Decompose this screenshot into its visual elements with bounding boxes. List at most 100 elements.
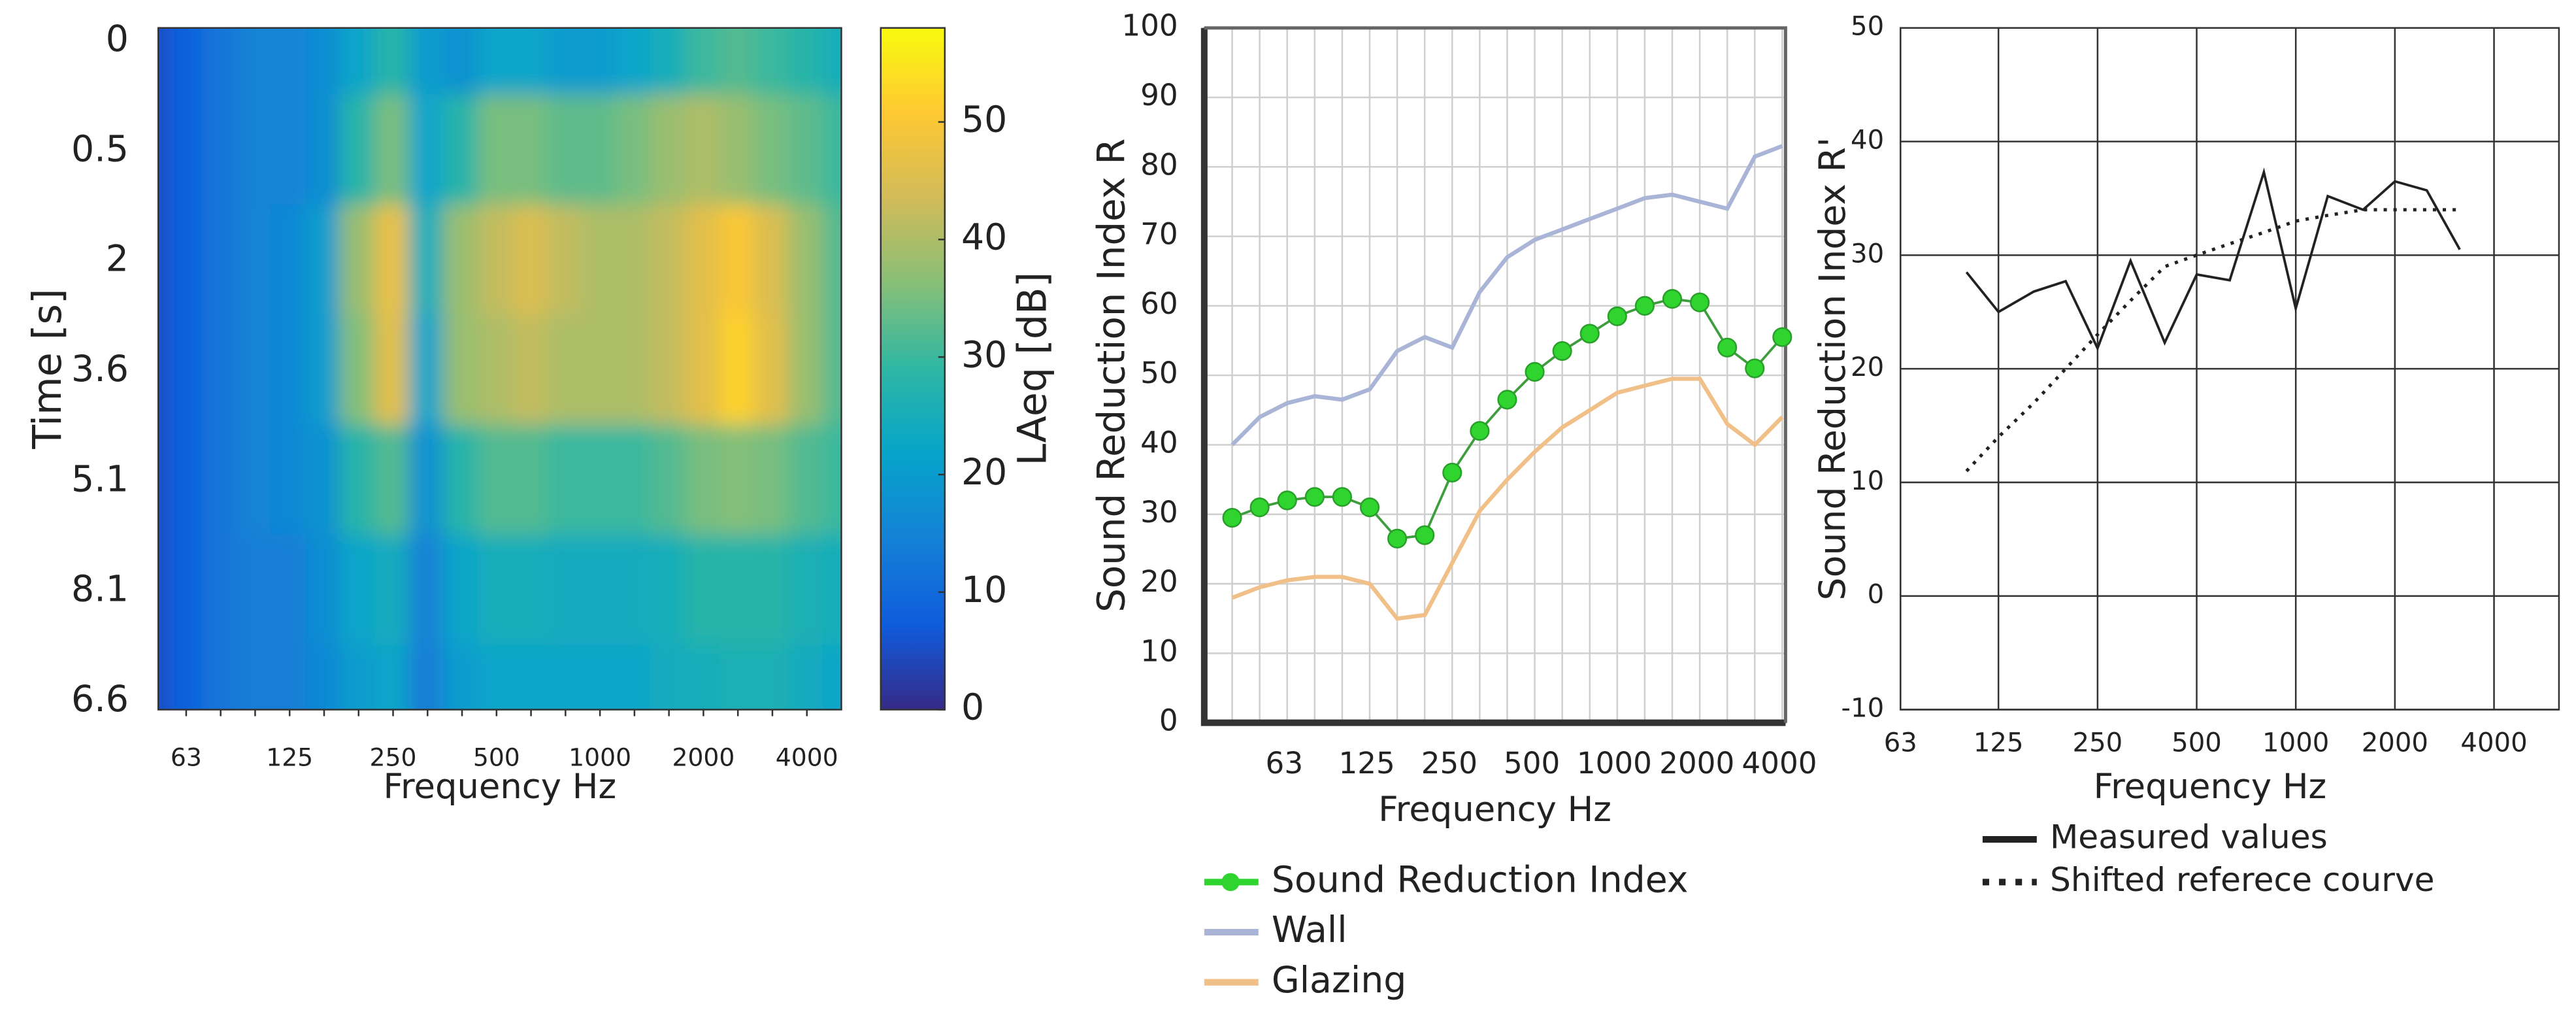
heatmap-cell [787,314,826,428]
series-line [1965,208,2460,473]
heatmap-cell [443,314,481,428]
heatmap-cell [753,94,791,208]
colorbar-tick-label: 0 [961,687,984,729]
heatmap-cell [305,27,343,98]
heatmap-cell [822,424,842,538]
heatmap-cell [158,424,171,538]
heatmap-cell [512,314,550,428]
colorbar-tick-label: 30 [961,334,1007,376]
heatmap-cell [236,424,274,538]
heatmap-cell [650,204,688,318]
heatmap-cell [158,645,171,710]
heatmap-cell [236,645,274,710]
x-tick-label: 1000 [2262,728,2329,758]
y-tick-label: 100 [1121,8,1178,43]
heatmap-cell [822,204,842,318]
heatmap-cell [305,314,343,428]
heatmap-cell [787,645,826,710]
heatmap-cell [546,534,585,648]
heatmap-cell [167,204,205,318]
colorbar-tick-label: 10 [961,569,1007,611]
heatmap-cell [374,645,412,710]
heatmap-cell [546,424,585,538]
heatmap-cell [822,314,842,428]
data-point [1277,490,1297,511]
data-point [1690,292,1710,312]
x-tick-label: 125 [1973,728,2024,758]
heatmap-cell [271,424,309,538]
heatmap-cell [408,534,447,648]
heatmap-cell [339,534,378,648]
colorbar [880,27,946,711]
heatmap-cell [374,27,412,98]
heatmap-cell [374,314,412,428]
heatmap-cell [339,204,378,318]
heatmap-cell [158,94,171,208]
x-axis-label: Frequency Hz [2094,767,2327,807]
heatmap-cell [271,314,309,428]
plot-frame [1900,27,2560,711]
heatmap-cell [616,27,653,98]
heatmap-cell [684,27,723,98]
heatmap-cell [650,94,688,208]
heatmap-cell [305,94,343,208]
heatmap-cell [477,94,516,208]
heatmap-cell [305,645,343,710]
heatmap-cell [443,204,481,318]
heatmap-cell [443,424,481,538]
heatmap-cell [650,645,688,710]
data-point [1332,487,1352,507]
heatmap-cell [374,94,412,208]
legend-label: Measured values [2050,818,2328,856]
heatmap-cell [374,424,412,538]
y-tick-label: 40 [1851,126,1884,156]
heatmap-cell [787,204,826,318]
heatmap-cell [408,424,447,538]
y-tick-label: 8.1 [71,569,129,611]
heatmap-cell [443,27,481,98]
x-tick-label: 63 [171,743,202,771]
heatmap-cell [271,534,309,648]
heatmap-cell [719,424,757,538]
heatmap-cell [201,314,240,428]
heatmap-cell [787,424,826,538]
y-tick-label: 5.1 [71,458,129,500]
y-tick-label: -10 [1841,694,1885,724]
heatmap-cell [546,314,585,428]
heatmap-cell [236,204,274,318]
heatmap-cell [822,27,842,98]
x-tick-label: 250 [2073,728,2123,758]
heatmap-cell [408,204,447,318]
x-tick-label: 4000 [1742,746,1817,781]
heatmap-cell [236,94,274,208]
heatmap-cell [408,645,447,710]
x-tick-label: 500 [473,743,520,771]
y-tick-label: 30 [1140,495,1178,529]
heatmap-cell [271,645,309,710]
heatmap-cell [822,534,842,648]
data-point [1415,525,1435,545]
data-point [1717,337,1738,358]
heatmap-cell [374,204,412,318]
heatmap-cell [787,94,826,208]
heatmap-cell [581,94,619,208]
heatmap-cell [546,645,585,710]
y-tick-label: 80 [1140,147,1178,182]
heatmap-cell [753,27,791,98]
heatmap-cell [408,27,447,98]
heatmap-cell [650,314,688,428]
heatmap-cell [684,94,723,208]
x-tick-label: 250 [370,743,417,771]
heatmap-cell [477,204,516,318]
heatmap-cell [753,645,791,710]
heatmap-cell [684,314,723,428]
data-point [1359,497,1380,518]
legend-label: Glazing [1272,960,1407,1001]
heatmap-cell [753,534,791,648]
heatmap-cell [201,645,240,710]
heatmap-cell [201,204,240,318]
heatmap-cell [167,314,205,428]
heatmap-cell [719,645,757,710]
heatmap-cell [719,204,757,318]
